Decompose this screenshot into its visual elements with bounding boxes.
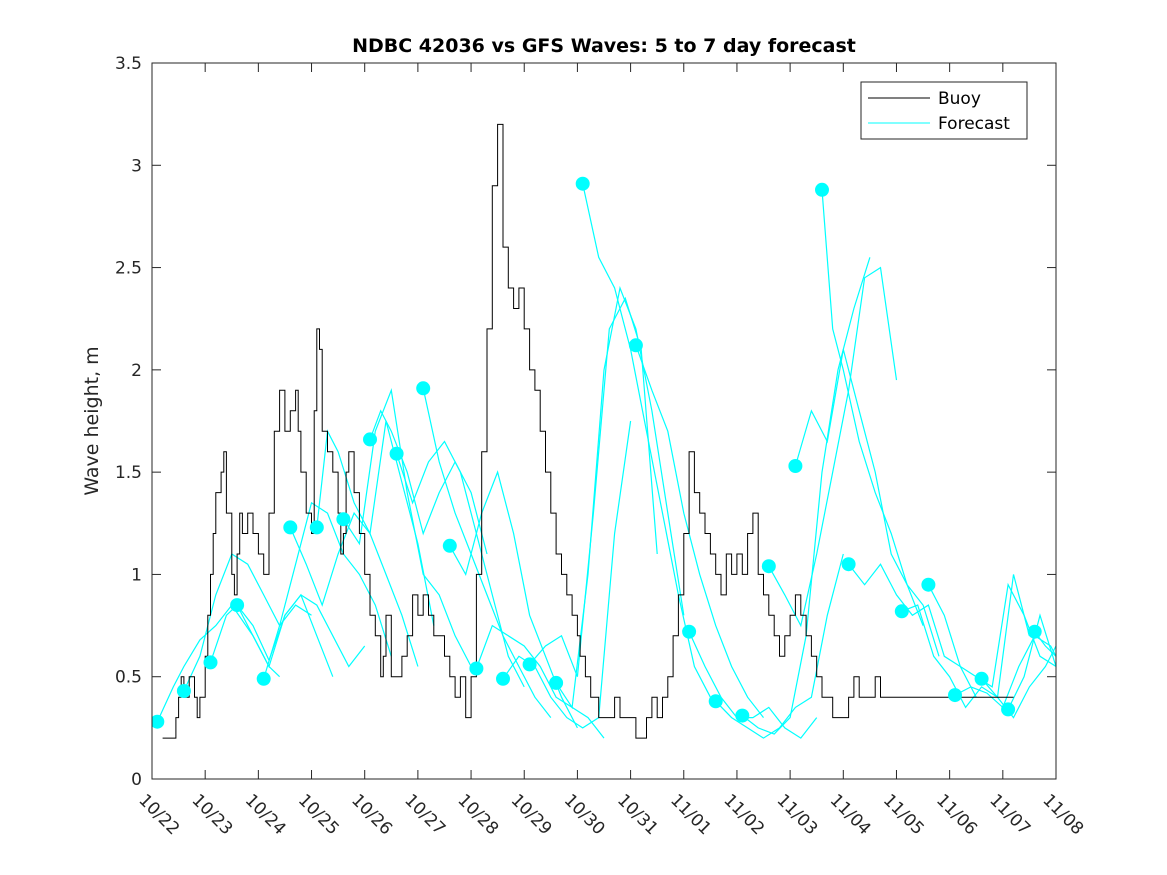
x-tick-label: 10/29 [507, 790, 556, 839]
forecast-start-marker-12 [469, 661, 484, 676]
legend: Buoy Forecast [860, 81, 1028, 140]
forecast-start-marker-6 [309, 520, 324, 535]
forecast-start-marker-5 [283, 520, 298, 535]
axes: 00.511.522.533.510/22 10/23 10/24 10/25 10/2… [115, 54, 1087, 839]
forecast-start-marker-21 [761, 559, 776, 574]
plot-area [152, 123, 1056, 739]
x-tick-label: 11/04 [826, 790, 875, 839]
series-group [152, 123, 1056, 739]
forecast-start-marker-26 [921, 577, 936, 592]
forecast-start-marker-13 [496, 671, 510, 686]
forecast-start-marker-19 [708, 694, 723, 709]
forecast-start-marker-14 [522, 657, 537, 672]
forecast-line-21 [768, 266, 898, 628]
x-tick-label: 11/06 [932, 790, 981, 839]
y-tick-label: 0.5 [115, 668, 142, 688]
forecast-start-marker-8 [363, 432, 377, 447]
forecast-line-12 [475, 624, 605, 739]
x-tick-label: 11/03 [773, 790, 822, 839]
y-tick-label: 3.5 [115, 54, 142, 74]
forecast-line-20 [741, 257, 871, 735]
x-tick-label: 10/24 [241, 790, 290, 839]
forecast-start-marker-15 [549, 675, 564, 690]
forecast-start-marker-1 [176, 684, 191, 698]
legend-label-buoy: Buoy [938, 89, 981, 109]
x-tick-label: 10/30 [560, 790, 609, 839]
x-tick-label: 10/27 [400, 790, 449, 839]
x-tick-label: 10/31 [613, 790, 662, 839]
forecast-line-8 [369, 409, 488, 555]
forecast-start-marker-20 [735, 708, 750, 723]
forecast-start-marker-2 [203, 655, 218, 670]
forecast-line-10 [422, 388, 552, 718]
x-tick-label: 11/02 [719, 790, 768, 839]
forecast-start-marker-3 [230, 598, 245, 613]
legend-box [860, 81, 1028, 140]
forecast-line-13 [502, 420, 632, 729]
forecast-start-marker-11 [442, 538, 457, 553]
x-tick-label: 11/07 [985, 790, 1034, 839]
x-tick-label: 10/22 [134, 790, 183, 839]
forecast-line-28 [981, 645, 1056, 719]
forecast-line-17 [635, 345, 764, 718]
forecast-start-marker-29 [1001, 702, 1016, 717]
forecast-line-5 [289, 511, 419, 667]
forecast-line-22 [794, 349, 924, 626]
forecast-start-marker-10 [416, 381, 431, 396]
forecast-start-marker-27 [948, 688, 962, 703]
y-tick-label: 2 [131, 361, 142, 381]
x-tick-label: 11/05 [879, 790, 928, 839]
forecast-line-1 [183, 553, 312, 692]
forecast-start-marker-30 [1027, 624, 1042, 639]
forecast-start-marker-9 [389, 446, 404, 461]
forecast-line-0 [156, 604, 281, 722]
forecast-line-2 [209, 593, 334, 677]
y-tick-label: 3 [131, 156, 142, 176]
chart-title: NDBC 42036 vs GFS Waves: 5 to 7 day fore… [352, 35, 856, 57]
x-tick-label: 10/26 [347, 790, 396, 839]
forecast-line-26 [927, 582, 1056, 688]
forecast-start-marker-25 [894, 604, 909, 619]
forecast-line-29 [1007, 613, 1056, 710]
forecast-start-marker-23 [815, 182, 829, 197]
forecast-line-4 [263, 501, 392, 679]
forecast-start-marker-22 [788, 459, 803, 473]
forecast-line-14 [529, 296, 658, 677]
x-tick-label: 10/25 [294, 790, 343, 839]
axes-box [151, 62, 1057, 780]
forecast-start-marker-18 [682, 624, 697, 639]
y-tick-label: 2.5 [115, 259, 142, 279]
forecast-line-23 [821, 189, 940, 657]
forecast-start-marker-28 [974, 671, 989, 686]
x-tick-label: 11/01 [666, 790, 715, 839]
y-tick-label: 1.5 [115, 463, 142, 483]
forecast-start-marker-17 [628, 338, 643, 353]
forecast-line-15 [555, 285, 685, 710]
forecast-line-24 [848, 563, 977, 698]
forecast-start-marker-24 [841, 557, 856, 572]
forecast-start-marker-16 [575, 176, 590, 191]
forecast-line-16 [582, 183, 711, 698]
y-tick-label: 1 [131, 565, 142, 585]
forecast-line-18 [688, 631, 818, 739]
x-tick-label: 10/23 [188, 790, 237, 839]
forecast-start-marker-0 [152, 714, 165, 729]
forecast-line-7 [342, 388, 472, 667]
y-tick-label: 0 [131, 770, 142, 790]
buoy-line [162, 123, 1014, 739]
forecast-line-25 [901, 574, 1030, 709]
forecast-start-marker-4 [256, 671, 271, 686]
forecast-line-27 [954, 634, 1056, 709]
legend-label-forecast: Forecast [938, 114, 1010, 134]
x-tick-label: 11/08 [1038, 790, 1087, 839]
forecast-line-3 [236, 594, 366, 668]
forecast-start-marker-7 [336, 512, 351, 527]
y-axis-label: Wave height, m [81, 346, 103, 495]
forecast-line-6 [316, 420, 435, 626]
x-tick-label: 10/28 [454, 790, 503, 839]
